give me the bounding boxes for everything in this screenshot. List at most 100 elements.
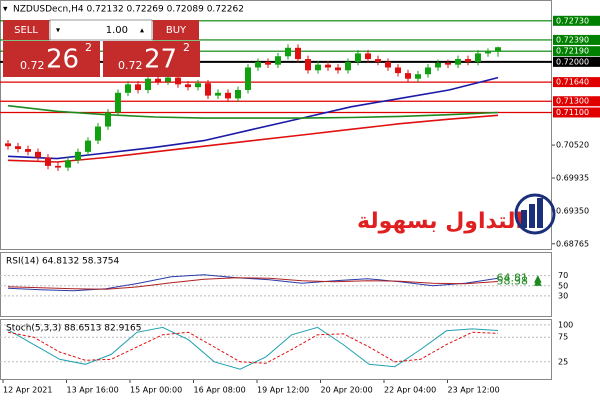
logo-text: التداول بسهولة (357, 209, 523, 234)
candle-body (35, 151, 41, 158)
y-tick-label: 0.69350 (556, 206, 589, 215)
candle-body (455, 59, 461, 65)
candle-body (195, 83, 201, 88)
sell-button[interactable] (3, 20, 49, 40)
candle-body (185, 84, 191, 88)
moving-average (7, 104, 499, 119)
stoch-label: Stoch(5,3,3) 88.6513 82.9165 (6, 324, 141, 334)
candle-body (465, 59, 471, 62)
level-label: 0.71640 (556, 78, 589, 87)
level-label-box (553, 56, 600, 67)
sell-price-big: 26 (46, 45, 79, 75)
candle-body (395, 67, 401, 74)
stoch-line (7, 326, 499, 370)
level-label-box (553, 34, 600, 45)
candle-body (125, 84, 131, 93)
candle-body (265, 61, 271, 65)
y-tick-label: 75 (558, 333, 568, 342)
candle-body (75, 151, 81, 161)
indicator-readout: 64.81 (497, 271, 529, 284)
logo: التداول بسهولة (357, 193, 556, 235)
buy-price-small: 2 (183, 41, 190, 54)
candle-body (485, 51, 491, 54)
buy-label[interactable]: BUY (166, 25, 187, 36)
x-tick-label: 13 Apr 16:00 (67, 386, 119, 395)
x-tick-label: 15 Apr 00:00 (130, 386, 182, 395)
indicator-readout: 58.38 (497, 275, 529, 288)
y-tick-label: 0.69935 (556, 173, 589, 182)
indicator-arrow: ▲ (534, 273, 542, 284)
level-label: 0.72190 (556, 47, 589, 56)
main-panel (0, 0, 552, 250)
candle-body (355, 53, 361, 62)
candle-body (365, 53, 371, 60)
volume-input[interactable] (49, 19, 153, 41)
volume-up[interactable]: ▴ (140, 26, 144, 35)
candle-body (95, 126, 101, 141)
x-tick-label: 22 Apr 04:00 (384, 386, 436, 395)
x-tick-label: 12 Apr 2021 (3, 386, 52, 395)
level-label: 0.72730 (556, 16, 589, 25)
candle-body (325, 64, 331, 68)
candle-body (45, 157, 51, 166)
sell-price-box[interactable] (3, 41, 100, 77)
y-tick-label: 25 (558, 357, 568, 366)
candle-body (155, 78, 161, 82)
stoch-panel (0, 319, 552, 380)
candle-body (295, 47, 301, 60)
rsi-line (7, 277, 499, 290)
logo-icon (529, 204, 535, 228)
candle-body (105, 112, 111, 127)
logo-icon (521, 210, 527, 228)
sell-price-small: 2 (85, 41, 92, 54)
candle-body (445, 62, 451, 65)
level-label: 0.71300 (556, 97, 589, 106)
candle-body (55, 165, 61, 168)
logo-icon (537, 198, 543, 228)
candle-body (475, 53, 481, 62)
candle-body (255, 61, 261, 68)
symbol-header: ▾ (3, 5, 8, 15)
candle-body (305, 59, 311, 71)
candle-body (165, 77, 171, 82)
symbol-header: NZDUSDecn,H4 0.72132 0.72269 0.72089 0.7… (13, 5, 244, 15)
candle-body (435, 62, 441, 68)
candle-body (375, 59, 381, 62)
trade-panel: SELL ▾ 1.00 ▴ BUY 0.72 26 2 0.72 27 2 (3, 19, 200, 77)
logo-icon (514, 193, 556, 235)
sell-price-prefix: 0.72 (20, 59, 45, 72)
level-label-box (553, 96, 600, 107)
candle-body (225, 92, 231, 99)
candle-body (145, 78, 151, 90)
rsi-label: RSI(14) 64.8132 58.3754 (6, 257, 120, 267)
candle-body (175, 77, 181, 85)
x-tick-label: 20 Apr 20:00 (321, 386, 373, 395)
buy-button[interactable] (153, 20, 199, 40)
y-tick-label: 100 (558, 320, 573, 329)
buy-price-prefix: 0.72 (118, 59, 143, 72)
x-tick-label: 19 Apr 12:00 (257, 386, 309, 395)
candle-body (15, 146, 21, 150)
candle-body (235, 89, 241, 99)
y-tick-label: 30 (558, 291, 568, 300)
candle-body (385, 61, 391, 68)
buy-price-big: 27 (144, 45, 177, 75)
sell-label[interactable]: SELL (14, 25, 38, 36)
volume-down[interactable]: ▾ (56, 26, 60, 35)
candle-body (65, 160, 71, 168)
candle-body (85, 140, 91, 152)
rsi-panel (0, 252, 552, 317)
candle-body (335, 67, 341, 71)
y-tick-label: 50 (558, 281, 568, 290)
candle-body (425, 67, 431, 75)
buy-price-box[interactable] (103, 41, 200, 77)
y-tick-label: 70 (558, 271, 568, 280)
candle-body (205, 83, 211, 96)
candle-body (115, 92, 121, 113)
level-label: 0.71100 (556, 108, 589, 117)
volume-value[interactable]: 1.00 (106, 25, 128, 36)
candle-body (245, 67, 251, 90)
candle-body (315, 64, 321, 71)
stoch-line (7, 331, 499, 364)
